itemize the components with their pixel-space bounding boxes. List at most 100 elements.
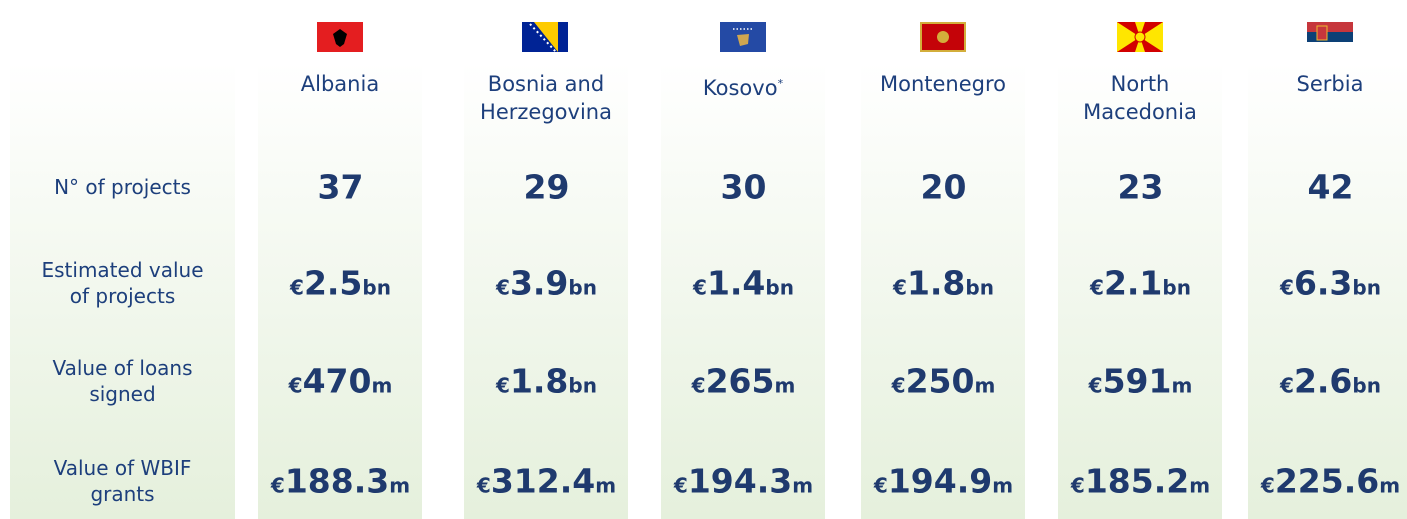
country-name: North Macedonia: [1060, 70, 1220, 126]
value-part: 1.8: [906, 263, 966, 303]
country-label: North Macedonia: [1083, 72, 1197, 124]
country-name: Bosnia and Herzegovina: [466, 70, 626, 126]
value-part: 37: [317, 167, 364, 207]
value-part: m: [992, 473, 1014, 498]
value-part: bn: [568, 373, 597, 398]
column-bg: [10, 62, 235, 519]
value-part: bn: [1352, 373, 1381, 398]
value-part: 312.4: [490, 461, 596, 501]
country-label: Serbia: [1296, 72, 1364, 96]
row-label: Value of loans signed: [52, 356, 193, 406]
cell-value: €2.6bn: [1248, 362, 1407, 401]
flag: [720, 22, 766, 52]
cell-value: €312.4m: [464, 462, 629, 501]
value-part: €: [1280, 275, 1294, 300]
country-name: Montenegro: [863, 70, 1023, 98]
value-part: 194.3: [687, 461, 793, 501]
cell-value: 30: [661, 168, 826, 207]
flag: [317, 22, 363, 52]
value-part: 1.4: [706, 263, 766, 303]
country-label: Albania: [300, 72, 380, 96]
flag: [522, 22, 568, 52]
column-bg: [861, 62, 1025, 519]
value-part: m: [389, 473, 411, 498]
column-bg: [1248, 62, 1407, 519]
value-part: €: [476, 473, 491, 498]
country-label: Kosovo: [702, 76, 778, 100]
cell-value: €185.2m: [1058, 462, 1223, 501]
value-part: €: [496, 373, 510, 398]
value-part: 185.2: [1084, 461, 1190, 501]
cell-value: €194.3m: [661, 462, 826, 501]
value-part: bn: [1162, 275, 1191, 300]
value-part: €: [290, 275, 304, 300]
value-part: €: [891, 373, 906, 398]
cell-value: 20: [861, 168, 1026, 207]
flag: [1307, 22, 1353, 52]
value-part: €: [1280, 373, 1294, 398]
value-part: €: [873, 473, 888, 498]
value-part: €: [1260, 473, 1275, 498]
value-part: 1.8: [509, 361, 569, 401]
value-part: 20: [920, 167, 967, 207]
value-part: €: [1090, 275, 1104, 300]
cell-value: 23: [1058, 168, 1223, 207]
flag: [1117, 22, 1163, 52]
cell-value: €470m: [258, 362, 423, 401]
country-label: Montenegro: [879, 72, 1006, 96]
column-bg: [464, 62, 628, 519]
value-part: 194.9: [887, 461, 993, 501]
value-part: bn: [362, 275, 391, 300]
cell-value: €2.5bn: [258, 264, 423, 303]
flag: [920, 22, 966, 52]
value-part: 225.6: [1274, 461, 1380, 501]
cell-value: €265m: [661, 362, 826, 401]
value-part: 265: [705, 361, 775, 401]
value-part: €: [288, 373, 303, 398]
cell-value: €1.8bn: [464, 362, 629, 401]
value-part: 29: [523, 167, 570, 207]
value-part: m: [595, 473, 617, 498]
cell-value: €194.9m: [861, 462, 1026, 501]
value-part: €: [691, 373, 706, 398]
value-part: 470: [302, 361, 372, 401]
value-part: 42: [1307, 167, 1354, 207]
value-part: bn: [965, 275, 994, 300]
cell-value: €250m: [861, 362, 1026, 401]
country-name: Kosovo*: [663, 70, 823, 102]
country-name: Serbia: [1250, 70, 1407, 98]
cell-value: €188.3m: [258, 462, 423, 501]
value-part: m: [792, 473, 814, 498]
value-part: 188.3: [284, 461, 390, 501]
value-part: 6.3: [1293, 263, 1353, 303]
value-part: 2.5: [303, 263, 363, 303]
cell-value: 29: [464, 168, 629, 207]
cell-value: 42: [1248, 168, 1407, 207]
value-part: 2.6: [1293, 361, 1353, 401]
value-part: 591: [1102, 361, 1172, 401]
value-part: m: [774, 373, 796, 398]
row-label: Estimated value of projects: [41, 258, 204, 308]
value-part: €: [893, 275, 907, 300]
cell-value: €1.4bn: [661, 264, 826, 303]
value-part: €: [693, 275, 707, 300]
value-part: 30: [720, 167, 767, 207]
cell-value: €225.6m: [1248, 462, 1407, 501]
value-part: 2.1: [1103, 263, 1163, 303]
column-bg: [1058, 62, 1222, 519]
value-part: €: [270, 473, 285, 498]
cell-value: €2.1bn: [1058, 264, 1223, 303]
value-part: m: [974, 373, 996, 398]
value-part: €: [1070, 473, 1085, 498]
row-label: N° of projects: [54, 175, 191, 199]
cell-value: €3.9bn: [464, 264, 629, 303]
value-part: €: [673, 473, 688, 498]
value-part: €: [496, 275, 510, 300]
value-part: 23: [1117, 167, 1164, 207]
value-part: bn: [765, 275, 794, 300]
column-bg: [661, 62, 825, 519]
column-bg: [258, 62, 422, 519]
value-part: m: [1189, 473, 1211, 498]
value-part: m: [1171, 373, 1193, 398]
